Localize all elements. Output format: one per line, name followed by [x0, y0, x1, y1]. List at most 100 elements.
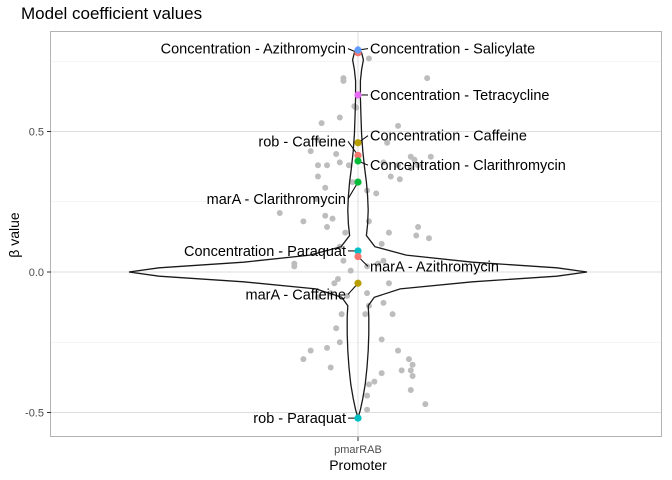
background-point	[307, 148, 314, 155]
background-point	[324, 162, 331, 169]
point-annotation: Concentration - Tetracycline	[370, 88, 549, 104]
background-point	[334, 276, 341, 283]
background-point	[395, 122, 402, 129]
y-tick-label: -0.5	[25, 408, 44, 420]
x-tick-label: pmarRAB	[334, 444, 382, 456]
background-point	[340, 257, 347, 264]
background-point	[313, 195, 320, 202]
highlighted-point	[354, 151, 362, 159]
y-tick-label: 0.5	[29, 127, 44, 139]
background-point	[407, 367, 414, 374]
background-point	[336, 339, 343, 346]
chart-title: Model coefficient values	[21, 4, 203, 23]
background-point	[380, 159, 387, 166]
background-point	[396, 176, 403, 183]
y-tick-label: 0.0	[29, 267, 44, 279]
background-point	[336, 114, 343, 121]
y-axis-ticks: -0.5 0.0 0.5	[25, 127, 51, 420]
highlighted-point	[354, 157, 362, 165]
background-point	[300, 218, 307, 225]
background-point	[407, 165, 414, 172]
background-point	[314, 136, 321, 143]
background-point	[422, 401, 429, 408]
background-point	[353, 104, 360, 111]
background-point	[425, 235, 432, 242]
point-annotation: marA - Caffeine	[246, 287, 346, 303]
panel-border	[50, 31, 662, 437]
background-point	[365, 55, 372, 62]
background-point	[424, 75, 431, 82]
background-point	[329, 215, 336, 222]
point-annotation: Concentration - Caffeine	[370, 129, 527, 145]
background-point	[380, 257, 387, 264]
background-point	[375, 260, 382, 267]
background-point	[409, 372, 416, 379]
background-point	[349, 179, 356, 186]
background-point	[331, 280, 338, 287]
background-point	[378, 336, 385, 343]
background-point	[327, 364, 334, 371]
background-point	[314, 162, 321, 169]
background-point	[314, 173, 321, 180]
background-point	[371, 378, 378, 385]
background-point	[409, 361, 416, 368]
background-point	[365, 218, 372, 225]
background-point	[407, 387, 414, 394]
background-point	[405, 356, 412, 363]
background-point	[413, 232, 420, 239]
background-point	[378, 240, 385, 247]
background-point	[395, 347, 402, 354]
background-point	[300, 356, 307, 363]
background-point	[398, 367, 405, 374]
background-point	[333, 150, 340, 157]
background-point	[364, 263, 371, 270]
background-point	[395, 162, 402, 169]
highlighted-point	[354, 252, 362, 261]
background-point	[336, 159, 343, 166]
x-axis-ticks: pmarRAB	[334, 437, 382, 456]
point-annotation: marA - Clarithromycin	[207, 192, 346, 208]
background-point	[364, 406, 371, 413]
background-point	[427, 153, 434, 160]
background-point	[345, 162, 352, 169]
point-annotation: Concentration - Azithromycin	[161, 42, 346, 58]
background-point	[340, 77, 347, 84]
background-point	[364, 290, 371, 297]
background-point	[415, 224, 422, 231]
background-point	[291, 263, 298, 270]
background-point	[314, 294, 321, 301]
highlighted-point	[354, 46, 362, 54]
background-point	[380, 299, 387, 306]
background-points	[276, 55, 434, 413]
background-point	[384, 139, 391, 146]
background-point	[324, 224, 331, 231]
highlighted-point	[354, 178, 362, 186]
highlighted-point	[354, 279, 362, 287]
background-point	[342, 229, 349, 236]
highlighted-point	[354, 414, 362, 422]
background-point	[385, 280, 392, 287]
background-point	[389, 311, 396, 318]
highlighted-points	[354, 46, 362, 422]
background-point	[365, 381, 372, 388]
point-annotation: Concentration - Salicylate	[370, 42, 535, 58]
background-point	[411, 156, 418, 163]
point-annotation: rob - Caffeine	[258, 134, 346, 150]
point-annotation: Concentration - Clarithromycin	[370, 158, 566, 174]
background-point	[373, 190, 380, 197]
background-point	[318, 120, 325, 127]
background-point	[322, 212, 329, 219]
background-point	[338, 311, 345, 318]
highlighted-point	[354, 139, 362, 147]
background-point	[364, 392, 371, 399]
background-point	[333, 325, 340, 332]
background-point	[378, 370, 385, 377]
point-annotation: Concentration - Paraquat	[184, 244, 346, 260]
background-point	[387, 173, 394, 180]
background-point	[362, 311, 369, 318]
background-point	[385, 229, 392, 236]
point-annotation: rob - Paraquat	[253, 411, 346, 427]
background-point	[322, 184, 329, 191]
y-axis-title: β value	[6, 212, 22, 258]
